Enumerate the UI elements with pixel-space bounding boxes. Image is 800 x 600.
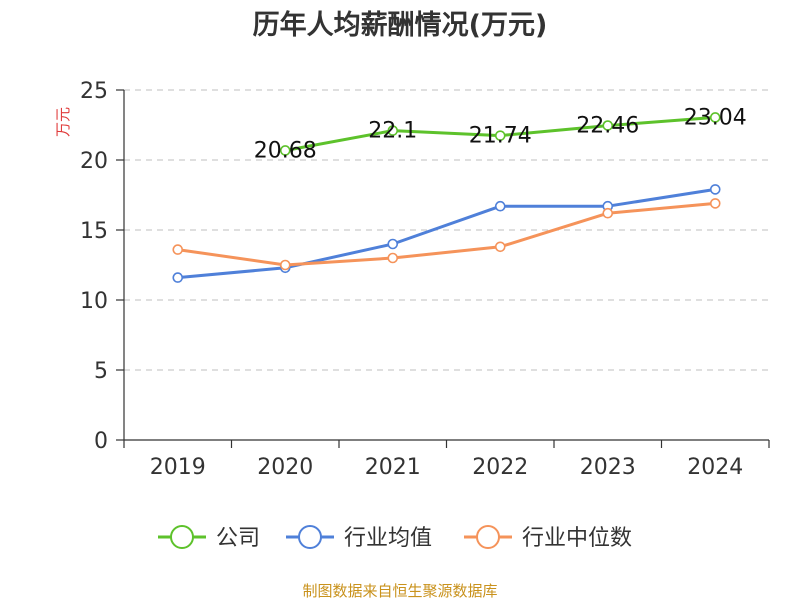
legend-marker-icon — [476, 525, 500, 549]
x-tick-label: 2021 — [365, 455, 421, 480]
data-point — [709, 112, 721, 123]
x-tick-label: 2022 — [472, 455, 528, 480]
data-point — [602, 207, 614, 219]
y-tick-label: 15 — [80, 219, 108, 244]
data-point — [279, 259, 291, 271]
data-label: 23.04 — [684, 105, 747, 130]
series-1 — [279, 112, 721, 156]
legend-item-3[interactable]: 行业中位数 — [464, 525, 632, 551]
legend-marker-icon — [170, 525, 194, 549]
y-tick-label: 20 — [80, 149, 108, 174]
data-label: 20.68 — [254, 138, 317, 163]
chart-title: 历年人均薪酬情况(万元) — [253, 9, 548, 41]
data-label: 22.1 — [368, 119, 417, 144]
data-point — [709, 198, 721, 209]
series-3 — [172, 198, 721, 271]
legend-label: 行业均值 — [344, 526, 432, 551]
data-point — [494, 130, 506, 141]
x-tick-label: 2023 — [580, 455, 636, 480]
data-point — [279, 145, 291, 156]
x-tick-label: 2019 — [150, 455, 206, 480]
grid — [124, 89, 769, 371]
series-line — [177, 187, 716, 280]
y-axis-title: 万元 — [54, 107, 72, 137]
series — [172, 112, 721, 283]
data-label: 21.74 — [469, 124, 532, 149]
data-point — [172, 244, 184, 255]
y-tick-label: 5 — [94, 359, 108, 384]
data-point — [172, 272, 184, 283]
data-point — [709, 184, 721, 195]
legend-marker-icon — [298, 525, 322, 549]
y-tick-label: 0 — [94, 429, 108, 454]
data-point — [494, 200, 506, 212]
legend-item-2[interactable]: 行业均值 — [286, 525, 432, 551]
x-tick-label: 2024 — [687, 455, 743, 480]
data-label: 22.46 — [576, 114, 639, 139]
y-tick-label: 25 — [80, 79, 108, 104]
data-point — [602, 120, 614, 131]
legend-item-1[interactable]: 公司 — [158, 525, 260, 551]
series-2 — [172, 184, 721, 283]
legend-label: 行业中位数 — [522, 526, 632, 551]
x-tick-label: 2020 — [257, 455, 313, 480]
legend-label: 公司 — [216, 526, 260, 551]
data-point — [387, 125, 399, 136]
data-point — [387, 252, 399, 264]
legend[interactable]: 公司 行业均值 行业中位数 — [158, 525, 632, 551]
data-labels: 20.68 22.1 21.74 22.46 23.04 — [254, 105, 747, 163]
axes: 0 5 10 15 20 25 2019 2020 2021 2022 2023 2024 — [80, 79, 770, 480]
data-point — [494, 241, 506, 253]
series-line — [177, 201, 716, 267]
source-note: 制图数据来自恒生聚源数据库 — [302, 582, 497, 600]
data-point — [387, 238, 399, 250]
y-tick-label: 10 — [80, 289, 108, 314]
